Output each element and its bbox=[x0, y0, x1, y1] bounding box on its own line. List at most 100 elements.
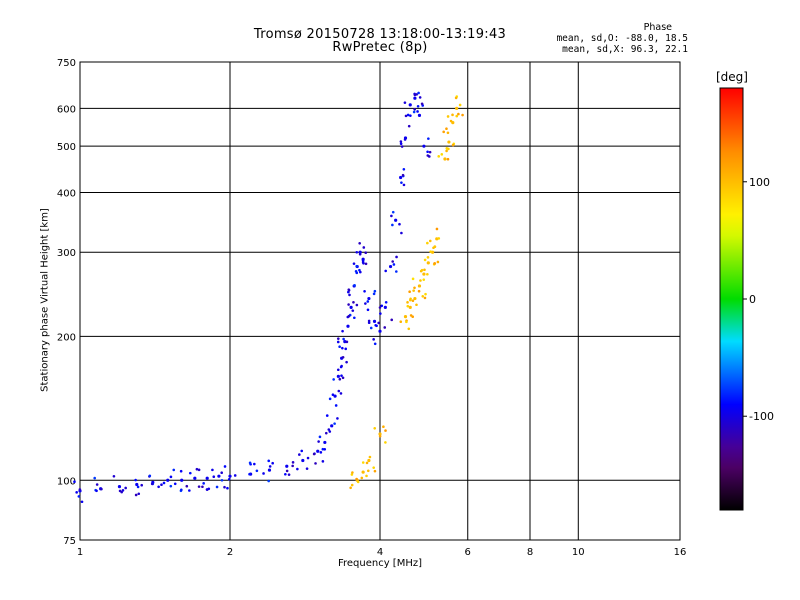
data-point-o bbox=[358, 252, 362, 256]
data-point-x bbox=[378, 432, 382, 436]
data-point-o bbox=[348, 293, 351, 297]
data-point-o bbox=[428, 150, 432, 154]
data-point-o bbox=[215, 485, 219, 489]
data-point-o bbox=[169, 484, 173, 488]
data-point-o bbox=[336, 368, 340, 372]
y-tick-label: 600 bbox=[57, 104, 76, 115]
data-point-o bbox=[426, 150, 429, 154]
data-point-o bbox=[395, 270, 398, 273]
data-point-x bbox=[447, 147, 450, 151]
data-point-o bbox=[367, 321, 371, 324]
data-point-x bbox=[399, 320, 403, 324]
data-point-o bbox=[336, 417, 339, 420]
data-point-o bbox=[384, 269, 388, 273]
data-point-o bbox=[75, 491, 78, 494]
data-point-o bbox=[427, 137, 430, 140]
data-point-x bbox=[437, 237, 441, 240]
data-point-o bbox=[255, 469, 259, 473]
data-point-x bbox=[458, 103, 462, 107]
data-point-o bbox=[417, 113, 422, 117]
data-point-o bbox=[343, 340, 347, 344]
data-point-o bbox=[337, 389, 341, 393]
data-point-o bbox=[347, 303, 350, 306]
data-point-o bbox=[321, 447, 325, 451]
data-point-x bbox=[421, 294, 425, 298]
x-tick-label: 4 bbox=[377, 547, 383, 558]
x-tick-label: 8 bbox=[527, 547, 533, 558]
data-point-o bbox=[344, 347, 348, 351]
data-point-o bbox=[287, 473, 291, 476]
chart-subtitle: RwPretec (8p) bbox=[332, 40, 428, 55]
y-tick-label: 100 bbox=[57, 476, 76, 487]
data-point-o bbox=[228, 474, 232, 478]
data-point-o bbox=[285, 469, 289, 473]
data-point-x bbox=[429, 250, 432, 253]
data-point-o bbox=[401, 173, 405, 177]
data-point-o bbox=[166, 478, 170, 482]
data-point-o bbox=[316, 449, 320, 453]
data-point-o bbox=[391, 210, 395, 214]
data-point-o bbox=[188, 489, 191, 492]
data-point-o bbox=[80, 500, 84, 504]
data-point-o bbox=[137, 492, 141, 496]
data-point-o bbox=[408, 103, 412, 107]
data-point-o bbox=[400, 145, 404, 148]
data-point-o bbox=[403, 138, 407, 141]
data-point-o bbox=[306, 456, 310, 460]
data-point-x bbox=[382, 425, 385, 429]
data-point-x bbox=[406, 301, 409, 304]
data-point-x bbox=[411, 299, 415, 303]
y-axis-label: Stationary phase Virtual Height [km] bbox=[39, 208, 51, 392]
data-point-x bbox=[422, 278, 426, 281]
data-point-o bbox=[361, 259, 365, 262]
colorbar bbox=[719, 87, 744, 511]
data-point-o bbox=[160, 483, 163, 487]
data-point-o bbox=[267, 468, 272, 472]
data-point-o bbox=[373, 342, 377, 346]
data-point-x bbox=[405, 320, 408, 324]
data-point-o bbox=[223, 465, 227, 468]
x-tick-label: 2 bbox=[227, 547, 233, 558]
data-point-o bbox=[220, 471, 223, 475]
data-point-o bbox=[399, 140, 403, 143]
x-axis-label: Frequency [MHz] bbox=[337, 558, 423, 569]
data-point-o bbox=[400, 231, 403, 235]
data-point-o bbox=[394, 218, 398, 222]
data-point-o bbox=[399, 142, 403, 145]
data-point-o bbox=[223, 485, 226, 489]
data-point-o bbox=[416, 104, 420, 108]
data-point-o bbox=[341, 329, 344, 333]
data-point-x bbox=[443, 157, 447, 161]
data-point-o bbox=[267, 479, 270, 483]
data-point-x bbox=[446, 131, 450, 135]
data-point-x bbox=[417, 289, 421, 293]
data-point-o bbox=[298, 453, 301, 456]
data-point-o bbox=[355, 264, 358, 268]
data-point-o bbox=[197, 485, 201, 488]
data-point-x bbox=[445, 127, 448, 131]
data-point-o bbox=[173, 482, 177, 486]
data-point-x bbox=[367, 458, 371, 463]
data-point-x bbox=[368, 455, 372, 459]
data-point-o bbox=[332, 378, 335, 381]
data-point-o bbox=[193, 476, 197, 480]
data-point-x bbox=[409, 297, 412, 301]
data-point-o bbox=[268, 465, 272, 468]
data-point-o bbox=[73, 480, 76, 483]
data-point-o bbox=[342, 337, 345, 341]
data-point-o bbox=[188, 471, 192, 475]
data-point-o bbox=[336, 374, 340, 378]
data-point-o bbox=[379, 312, 382, 315]
data-point-o bbox=[377, 321, 380, 325]
data-point-o bbox=[312, 452, 316, 456]
data-point-o bbox=[390, 214, 393, 218]
data-point-o bbox=[140, 483, 144, 487]
data-point-x bbox=[423, 258, 427, 262]
data-point-o bbox=[301, 458, 305, 463]
y-tick-label: 200 bbox=[57, 332, 76, 343]
data-point-x bbox=[435, 227, 439, 231]
data-point-o bbox=[400, 181, 403, 184]
data-point-o bbox=[330, 424, 334, 428]
data-point-o bbox=[404, 114, 408, 118]
data-point-o bbox=[220, 478, 224, 482]
